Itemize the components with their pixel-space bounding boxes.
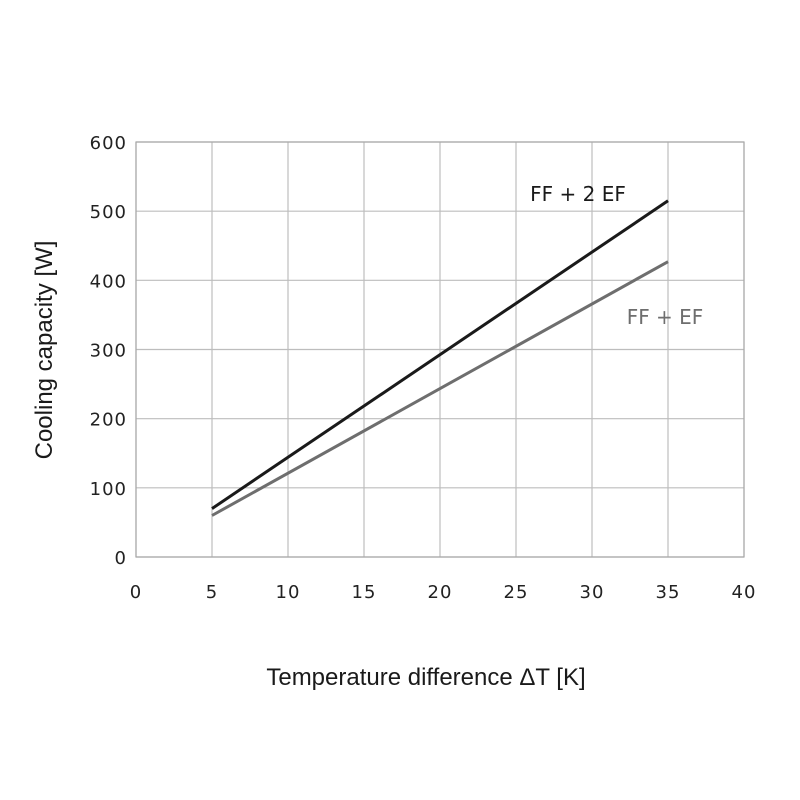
x-tick-label: 20 [428,582,453,603]
y-tick-label: 300 [90,341,127,362]
x-tick-label: 0 [130,582,142,603]
x-tick-label: 25 [504,582,529,603]
x-tick-label: 15 [352,582,377,603]
series-label-ff-2ef: FF + 2 EF [530,182,626,206]
y-tick-label: 200 [90,410,127,431]
x-tick-label: 40 [732,582,757,603]
series-label-ff-ef: FF + EF [627,305,704,329]
x-tick-label: 30 [580,582,605,603]
x-tick-label: 35 [656,582,681,603]
series-lines [211,199,669,517]
y-tick-label: 0 [115,548,127,569]
plot-frame [135,141,745,558]
x-axis-label: Temperature difference ΔT [K] [266,664,585,691]
y-tick-label: 400 [90,271,127,292]
y-tick-label: 600 [90,133,127,154]
y-tick-label: 100 [90,479,127,500]
x-tick-label: 5 [206,582,218,603]
x-tick-labels: 0 5 10 15 20 25 30 35 40 [130,582,757,603]
series-line-ff-ef [211,260,669,517]
series-line-ff-2ef [211,199,669,510]
y-axis-label: Cooling capacity [W] [31,241,58,460]
grid [135,141,745,558]
x-tick-label: 10 [276,582,301,603]
y-tick-labels: 0 100 200 300 400 500 600 [90,133,127,569]
y-tick-label: 500 [90,202,127,223]
